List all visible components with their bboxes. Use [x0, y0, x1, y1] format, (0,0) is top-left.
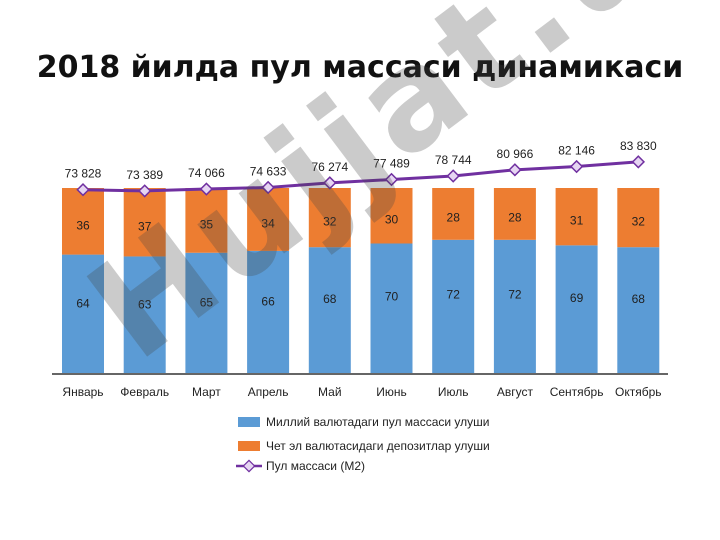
x-tick-label: Январь	[62, 385, 103, 399]
line-point-m2	[446, 169, 460, 183]
line-point-m2	[261, 180, 275, 195]
line-point-m2	[508, 163, 522, 177]
data-label-m2: 77 489	[373, 157, 410, 171]
line-point-m2	[76, 182, 90, 197]
bar-segment-foreign	[493, 188, 536, 240]
bar-segment-foreign	[247, 188, 290, 251]
bar-segment-domestic	[493, 239, 536, 373]
line-point-m2	[384, 172, 399, 187]
bar-segment-foreign	[617, 188, 660, 248]
bar-segment-foreign	[432, 188, 475, 240]
legend-marker-m2	[242, 459, 256, 473]
data-label-domestic: 70	[385, 290, 399, 304]
data-label-domestic: 68	[323, 292, 337, 306]
bar-segment-foreign	[185, 188, 228, 253]
data-label-domestic: 66	[261, 294, 275, 308]
data-label-m2: 76 274	[311, 160, 348, 174]
legend-label-m2: Пул массаси (М2)	[266, 459, 365, 473]
legend-label-domestic: Миллий валютадаги пул массаси улуши	[266, 415, 490, 429]
x-tick-label: Март	[192, 385, 221, 399]
data-label-foreign: 34	[261, 217, 275, 231]
data-label-foreign: 35	[200, 218, 214, 232]
bar-segment-foreign	[308, 188, 351, 248]
x-tick-label: Февраль	[120, 385, 169, 399]
x-tick-label: Октябрь	[615, 385, 662, 399]
data-label-domestic: 63	[138, 298, 152, 312]
legend-swatch-domestic	[238, 417, 260, 427]
data-label-domestic: 69	[570, 291, 584, 305]
data-label-foreign: 28	[447, 210, 461, 224]
line-point-m2	[631, 155, 646, 169]
data-label-foreign: 31	[570, 214, 584, 228]
x-tick-label: Сентябрь	[550, 385, 604, 399]
legend-label-foreign: Чет эл валютасидаги депозитлар улуши	[266, 439, 490, 453]
data-label-domestic: 72	[508, 287, 522, 301]
data-label-m2: 82 146	[558, 144, 595, 158]
series-line-m2	[82, 160, 639, 193]
bar-segment-domestic	[123, 256, 166, 373]
data-label-domestic: 68	[632, 292, 646, 306]
data-label-foreign: 30	[385, 213, 399, 227]
bar-segment-foreign	[123, 188, 166, 257]
data-label-foreign: 37	[138, 220, 152, 234]
data-label-m2: 80 966	[497, 147, 534, 161]
data-label-domestic: 72	[447, 287, 461, 301]
bar-segment-domestic	[617, 247, 660, 373]
data-label-m2: 83 830	[620, 139, 657, 153]
data-label-m2: 78 744	[435, 153, 472, 167]
bar-segment-foreign	[555, 188, 598, 246]
bar-segment-domestic	[247, 250, 290, 373]
data-label-foreign: 32	[323, 215, 337, 229]
line-point-m2	[137, 184, 152, 198]
bar-segment-domestic	[432, 239, 475, 373]
bar-segment-domestic	[185, 252, 228, 373]
x-tick-label: Апрель	[248, 385, 289, 399]
data-label-domestic: 65	[200, 295, 214, 309]
bar-segment-domestic	[308, 247, 351, 373]
data-label-m2: 74 633	[250, 164, 287, 178]
x-tick-label: Май	[318, 385, 342, 399]
bar-segment-domestic	[370, 243, 413, 373]
x-tick-label: Июнь	[376, 385, 407, 399]
data-label-m2: 73 828	[65, 167, 102, 181]
data-label-m2: 74 066	[188, 166, 225, 180]
x-tick-label: Август	[497, 385, 534, 399]
data-label-domestic: 64	[76, 297, 90, 311]
data-label-foreign: 36	[76, 219, 90, 233]
data-label-foreign: 32	[632, 215, 646, 229]
legend-swatch-foreign	[238, 441, 260, 451]
bar-segment-domestic	[62, 254, 104, 373]
line-point-m2	[569, 159, 584, 174]
bar-segment-foreign	[62, 188, 104, 255]
data-label-m2: 73 389	[126, 168, 163, 182]
data-label-foreign: 28	[508, 210, 522, 224]
slide-title: 2018 йилда пул массаси динамикаси	[36, 50, 684, 85]
bar-segment-domestic	[555, 245, 598, 373]
line-point-m2	[199, 182, 214, 196]
line-point-m2	[323, 176, 337, 190]
bar-segment-foreign	[370, 188, 413, 244]
x-tick-label: Июль	[438, 385, 469, 399]
